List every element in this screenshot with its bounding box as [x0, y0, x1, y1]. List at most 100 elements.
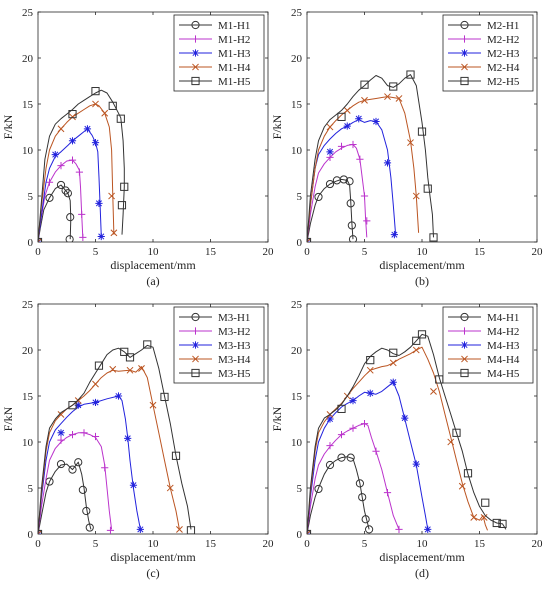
data-point-m2-h5 — [423, 184, 432, 193]
legend-marker — [191, 20, 200, 30]
data-point-m2-h5 — [307, 237, 312, 242]
data-point-m1-h5 — [38, 237, 43, 242]
data-point-m1-h1 — [65, 235, 74, 242]
data-point-m3-h4 — [138, 364, 145, 372]
data-point-m2-h3 — [355, 115, 363, 123]
x-tick-label: 10 — [417, 538, 429, 550]
series-line-m4-h3 — [307, 381, 429, 534]
data-point-m1-h4 — [57, 125, 65, 133]
x-axis-label: displacement/mm — [110, 258, 196, 272]
data-point-m3-h5 — [94, 361, 104, 370]
data-point-m1-h1 — [63, 189, 73, 198]
data-point-m2-h5 — [389, 82, 398, 91]
data-point-m3-h2 — [101, 464, 109, 472]
data-point-m3-h4 — [57, 410, 65, 418]
panel-label: (c) — [146, 566, 159, 580]
series-line-m1-h4 — [38, 103, 115, 242]
data-point-m3-h1 — [68, 465, 77, 474]
x-tick-label: 15 — [205, 538, 217, 550]
series-group — [307, 70, 438, 242]
data-point-m4-h4 — [470, 514, 478, 521]
y-tick-label: 25 — [22, 7, 34, 19]
data-point-m1-h4 — [69, 113, 76, 121]
legend-label: M4-H4 — [487, 354, 520, 366]
data-point-m4-h2 — [383, 489, 392, 497]
data-point-m3-h1 — [74, 458, 83, 467]
legend-label: M3-H1 — [218, 312, 250, 324]
x-axis-label: displacement/mm — [379, 550, 465, 564]
data-point-m2-h5 — [360, 80, 369, 89]
series-line-m4-h5 — [307, 333, 507, 534]
data-point-m1-h2 — [75, 168, 83, 176]
data-point-m4-h1 — [346, 453, 355, 462]
data-point-m1-h3 — [68, 137, 77, 145]
legend-label: M2-H3 — [487, 48, 520, 60]
data-point-m1-h5 — [108, 101, 117, 110]
series-line-m3-h2 — [38, 432, 113, 534]
data-point-m4-h2 — [372, 447, 380, 455]
data-point-m2-h5 — [406, 70, 415, 79]
data-point-m4-h5 — [412, 336, 421, 345]
legend-marker — [460, 327, 469, 335]
series-line-m1-h1 — [38, 184, 72, 242]
data-point-m4-h2 — [326, 442, 334, 450]
data-point-m4-h4 — [430, 387, 437, 395]
data-point-m3-h3 — [57, 429, 65, 437]
data-point-m4-h3 — [424, 525, 432, 533]
legend-marker — [191, 76, 200, 86]
y-axis-label: F/kN — [1, 114, 15, 139]
x-tick-label: 20 — [263, 538, 275, 550]
data-point-m2-h1 — [325, 179, 335, 189]
data-point-m3-h4 — [126, 366, 134, 374]
data-point-m4-h3 — [401, 414, 409, 422]
data-point-m3-h1 — [78, 485, 87, 494]
data-point-m3-h5 — [38, 529, 43, 534]
data-point-m3-h3 — [124, 434, 132, 442]
series-line-m3-h1 — [38, 461, 92, 534]
data-point-m2-h2 — [349, 140, 357, 149]
data-point-m4-h4 — [412, 346, 420, 354]
y-axis-label: F/kN — [1, 406, 15, 431]
y-tick-label: 5 — [28, 483, 34, 495]
data-point-m3-h1 — [85, 523, 94, 532]
data-point-m1-h4 — [38, 238, 42, 242]
legend-marker — [191, 49, 200, 57]
data-point-m3-h5 — [120, 347, 129, 356]
legend-label: M1-H3 — [218, 48, 251, 60]
data-point-m4-h1 — [337, 453, 346, 462]
data-point-m4-h2 — [349, 424, 357, 432]
data-point-m2-h2 — [356, 155, 364, 163]
legend-marker — [192, 63, 199, 71]
x-tick-label: 0 — [304, 538, 310, 550]
data-point-m4-h3 — [389, 378, 397, 386]
data-point-m2-h1 — [314, 192, 323, 202]
data-point-m4-h3 — [412, 460, 420, 468]
data-point-m2-h4 — [361, 96, 368, 104]
data-point-m1-h5 — [68, 110, 77, 119]
data-point-m1-h2 — [68, 156, 77, 164]
data-point-m3-h3 — [91, 398, 100, 407]
x-tick-label: 15 — [474, 246, 486, 258]
y-tick-label: 15 — [291, 99, 303, 111]
data-point-m1-h3 — [51, 151, 59, 159]
data-point-m3-h3 — [74, 401, 82, 409]
data-point-m4-h5 — [337, 404, 346, 413]
x-tick-label: 15 — [474, 538, 486, 550]
legend-label: M3-H4 — [218, 354, 251, 366]
data-point-m1-h1 — [66, 213, 75, 222]
y-tick-label: 10 — [291, 145, 303, 157]
legend: M2-H1 M2-H2 M2-H3 M2-H4 M2-H5 — [442, 14, 534, 92]
data-point-m2-h2 — [363, 217, 371, 225]
data-point-m2-h4 — [395, 95, 403, 102]
data-point-m2-h2 — [360, 192, 369, 200]
series-line-m4-h2 — [307, 423, 400, 534]
y-tick-label: 25 — [291, 7, 303, 19]
data-point-m3-h2 — [106, 526, 115, 534]
data-point-m4-h4 — [389, 359, 397, 367]
data-point-m2-h3 — [390, 231, 398, 239]
data-point-m1-h1 — [56, 180, 66, 190]
panel-label: (b) — [415, 274, 429, 288]
y-tick-label: 5 — [297, 191, 303, 203]
data-point-m2-h4 — [326, 123, 334, 131]
legend-marker — [460, 49, 469, 57]
